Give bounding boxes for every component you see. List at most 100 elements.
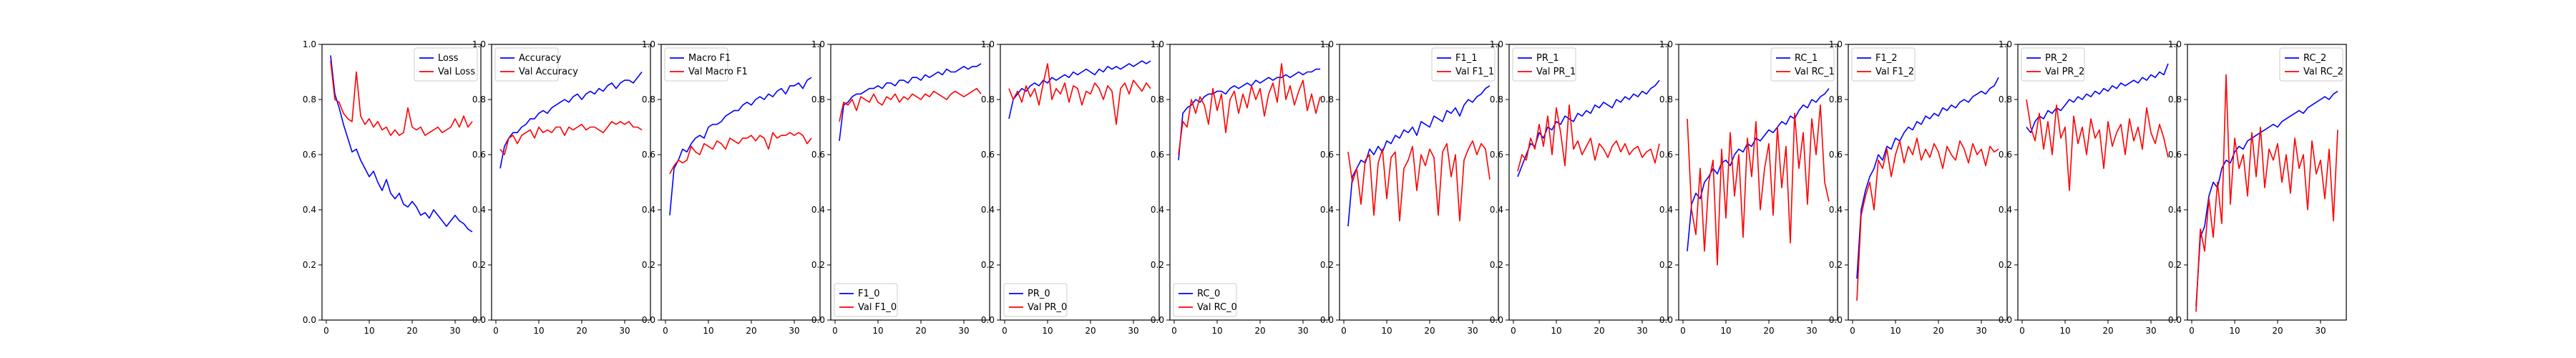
x-tick-label: 20 bbox=[1933, 326, 1943, 336]
x-tick-label: 30 bbox=[789, 326, 799, 336]
chart-panel-3: 0.0 0.2 0.4 0.6 0.8 1.0 0 10 20 30 Macro F1 Val Mac… bbox=[642, 39, 821, 336]
y-tick-label: 1.0 bbox=[642, 39, 655, 49]
y-tick-label: 1.0 bbox=[1320, 39, 1334, 49]
y-tick-label: 0.6 bbox=[1490, 150, 1503, 160]
plot-area-frame bbox=[1169, 44, 1330, 321]
y-tick-label: 0.2 bbox=[1659, 260, 1673, 270]
y-tick-label: 0.2 bbox=[642, 260, 655, 270]
y-tick-label: 0.4 bbox=[1829, 205, 1843, 215]
x-tick-label: 30 bbox=[1976, 326, 1986, 336]
y-tick-label: 0.8 bbox=[1999, 95, 2012, 105]
y-tick-label: 0.4 bbox=[1999, 205, 2012, 215]
y-tick-label: 0.4 bbox=[472, 205, 486, 215]
x-tick-label: 0 bbox=[493, 326, 499, 336]
legend-label: F1_2 bbox=[1875, 53, 1898, 64]
plot-area-frame bbox=[1848, 44, 2008, 321]
y-tick-label: 0.8 bbox=[981, 95, 995, 105]
x-tick-label: 20 bbox=[1424, 326, 1435, 336]
legend-label: Val Accuracy bbox=[519, 67, 578, 77]
x-tick-label: 10 bbox=[533, 326, 544, 336]
legend: F1_1 Val F1_1 bbox=[1431, 47, 1496, 82]
x-tick-label: 20 bbox=[576, 326, 587, 336]
chart-panel-4: 0.0 0.2 0.4 0.6 0.8 1.0 0 10 20 30 F1_0 Val F1_0 bbox=[811, 39, 990, 336]
legend-label: PR_2 bbox=[2045, 53, 2068, 64]
x-tick-label: 0 bbox=[323, 326, 329, 336]
plot-area-frame bbox=[2017, 44, 2177, 321]
legend-box bbox=[2279, 47, 2343, 82]
y-tick-label: 1.0 bbox=[1999, 39, 2012, 49]
y-tick-label: 1.0 bbox=[1490, 39, 1503, 49]
x-tick-label: 10 bbox=[872, 326, 883, 336]
y-tick-label: 0.4 bbox=[981, 205, 995, 215]
x-tick-label: 0 bbox=[832, 326, 838, 336]
y-tick-label: 0.4 bbox=[1659, 205, 1673, 215]
legend: PR_1 Val PR_1 bbox=[1512, 47, 1576, 82]
x-tick-label: 30 bbox=[1297, 326, 1308, 336]
legend-label: Val Loss bbox=[438, 67, 475, 77]
y-tick-label: 0.8 bbox=[811, 95, 825, 105]
chart-panel-8: 0.0 0.2 0.4 0.6 0.8 1.0 0 10 20 30 PR_1 Val PR_1 bbox=[1490, 39, 1669, 336]
chart-panel-10: 0.0 0.2 0.4 0.6 0.8 1.0 0 10 20 30 F1_2 Val F1_2 bbox=[1829, 39, 2008, 336]
y-tick-label: 0.4 bbox=[1490, 205, 1503, 215]
series-line-val-f1-2 bbox=[1856, 137, 1999, 301]
y-tick-label: 1.0 bbox=[1151, 39, 1164, 49]
plot-area-frame bbox=[491, 44, 651, 321]
y-tick-label: 0.6 bbox=[981, 150, 995, 160]
series-line-rc-0 bbox=[1178, 68, 1320, 160]
series-line-f1-1 bbox=[1347, 85, 1491, 227]
y-tick-label: 0.6 bbox=[1659, 150, 1673, 160]
y-tick-label: 0.8 bbox=[1659, 95, 1673, 105]
x-tick-label: 10 bbox=[1381, 326, 1392, 336]
series-line-pr-0 bbox=[1008, 60, 1151, 120]
legend-box bbox=[414, 47, 478, 82]
series-line-val-rc-2 bbox=[2195, 74, 2338, 312]
x-tick-label: 10 bbox=[703, 326, 713, 336]
x-tick-label: 0 bbox=[1680, 326, 1686, 336]
series-line-rc-2 bbox=[2195, 90, 2338, 306]
y-tick-label: 1.0 bbox=[472, 39, 486, 49]
y-tick-label: 0.0 bbox=[303, 315, 316, 325]
legend: Loss Val Loss bbox=[414, 47, 478, 82]
legend-label: PR_1 bbox=[1536, 53, 1559, 64]
legend-box bbox=[664, 47, 728, 82]
y-tick-label: 0.2 bbox=[1320, 260, 1334, 270]
x-tick-label: 30 bbox=[1806, 326, 1817, 336]
y-tick-label: 0.6 bbox=[472, 150, 486, 160]
series-line-val-accuracy bbox=[499, 121, 643, 155]
chart-panel-12: 0.0 0.2 0.4 0.6 0.8 1.0 0 10 20 30 RC_2 Val RC_2 bbox=[2168, 39, 2347, 336]
legend-label: Macro F1 bbox=[688, 53, 731, 64]
legend-box bbox=[494, 47, 559, 82]
x-tick-label: 10 bbox=[1551, 326, 1561, 336]
series-line-macro-f1 bbox=[669, 77, 812, 216]
y-tick-label: 0.2 bbox=[811, 260, 825, 270]
legend: RC_0 Val RC_0 bbox=[1173, 283, 1237, 317]
y-tick-label: 0.0 bbox=[981, 315, 995, 325]
x-tick-label: 10 bbox=[364, 326, 374, 336]
legend-box bbox=[1431, 47, 1496, 82]
y-tick-label: 0.0 bbox=[1999, 315, 2012, 325]
x-tick-label: 0 bbox=[2189, 326, 2195, 336]
series-line-val-pr-1 bbox=[1517, 104, 1660, 172]
legend-label: Val RC_2 bbox=[2303, 67, 2343, 77]
y-tick-label: 0.8 bbox=[1320, 95, 1334, 105]
chart-panel-9: 0.0 0.2 0.4 0.6 0.8 1.0 0 10 20 30 RC_1 Val RC_1 bbox=[1659, 39, 1838, 336]
x-tick-label: 0 bbox=[663, 326, 668, 336]
y-tick-label: 0.4 bbox=[1151, 205, 1164, 215]
legend: PR_2 Val PR_2 bbox=[2021, 47, 2085, 82]
series-line-loss bbox=[330, 55, 473, 233]
x-tick-label: 0 bbox=[1850, 326, 1855, 336]
legend: Macro F1 Val Macro F1 bbox=[664, 47, 748, 82]
x-tick-label: 10 bbox=[1211, 326, 1222, 336]
legend-box bbox=[1851, 47, 1916, 82]
legend-box bbox=[1173, 283, 1237, 317]
x-tick-label: 0 bbox=[1171, 326, 1177, 336]
y-tick-label: 0.6 bbox=[1829, 150, 1843, 160]
plot-area-frame bbox=[2187, 44, 2347, 321]
y-tick-label: 0.8 bbox=[2168, 95, 2182, 105]
x-tick-label: 20 bbox=[1594, 326, 1604, 336]
plot-area-frame bbox=[1000, 44, 1160, 321]
y-tick-label: 0.0 bbox=[1490, 315, 1503, 325]
legend-label: Val F1_0 bbox=[858, 302, 897, 313]
legend-box bbox=[1770, 47, 1835, 82]
y-tick-label: 0.8 bbox=[642, 95, 655, 105]
